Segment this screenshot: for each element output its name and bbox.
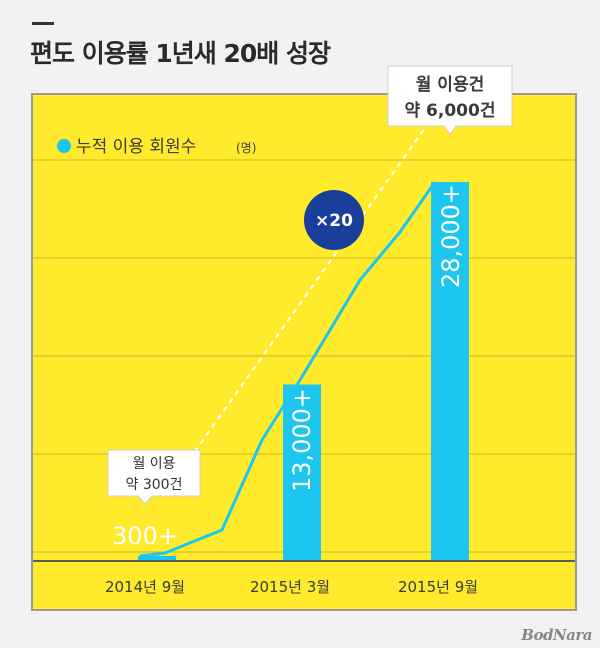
title-accent-rule [32,22,54,25]
end-callout-box [387,65,513,135]
legend-label: 누적 이용 회원수 [76,137,196,157]
legend-marker [57,139,71,153]
x-tick-label: 2015년 9월 [398,578,478,596]
trend-line [139,181,437,558]
bar-label: 28,000+ [437,184,465,288]
multiplier-text: ×20 [315,211,353,231]
bar-label: 300+ [112,522,178,550]
page-title: 편도 이용률 1년새 20배 성장 [30,39,331,68]
start-callout-line1: 월 이용 [132,456,175,472]
watermark-logo: BodNara [521,626,592,644]
legend-unit: (명) [236,141,256,155]
bar [431,182,469,560]
start-callout-line2: 약 300건 [126,477,183,493]
bar-label: 13,000+ [288,388,316,492]
start-callout-box [107,449,201,505]
x-tick-label: 2015년 3월 [250,578,330,596]
end-callout-line1: 월 이용건 [416,75,484,95]
end-callout-line2: 약 6,000건 [405,100,496,121]
bar [138,555,176,560]
x-tick-label: 2014년 9월 [105,578,185,596]
bar [283,384,321,560]
multiplier-badge [304,190,364,250]
